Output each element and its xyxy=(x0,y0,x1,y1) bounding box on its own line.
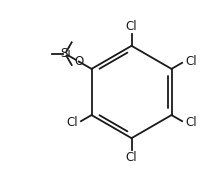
Text: O: O xyxy=(74,55,83,68)
Text: Cl: Cl xyxy=(185,116,197,129)
Text: Cl: Cl xyxy=(126,20,137,33)
Text: Cl: Cl xyxy=(66,116,78,129)
Text: Si: Si xyxy=(60,47,70,60)
Text: Cl: Cl xyxy=(126,151,137,164)
Text: Cl: Cl xyxy=(185,55,197,68)
